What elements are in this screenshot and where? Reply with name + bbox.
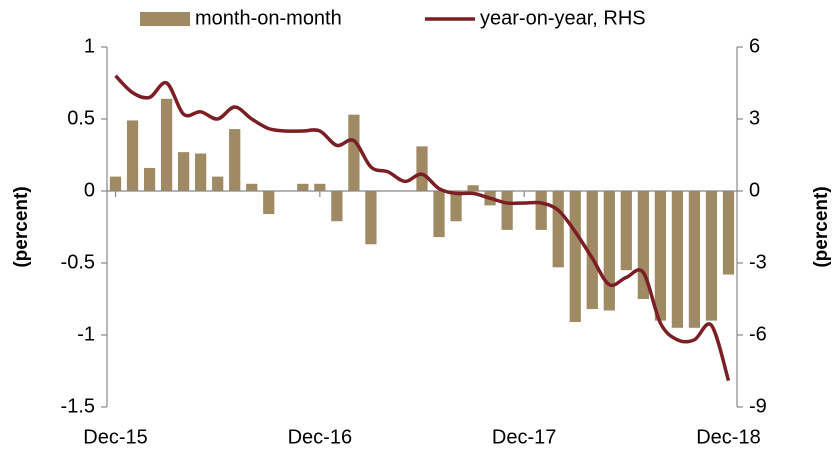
legend-label: month-on-month xyxy=(195,7,342,29)
bar xyxy=(365,191,377,245)
y2-tick-label: 6 xyxy=(749,35,760,57)
bar xyxy=(501,191,513,230)
bar xyxy=(535,191,547,230)
x-tick-label: Dec-18 xyxy=(696,426,760,448)
bar xyxy=(246,183,258,191)
bar xyxy=(450,191,462,222)
bar xyxy=(688,191,701,328)
bar xyxy=(654,191,666,321)
bar xyxy=(416,146,428,191)
legend-swatch xyxy=(140,12,190,26)
y2-axis-label: (percent) xyxy=(811,186,832,267)
bar xyxy=(671,191,684,328)
bar xyxy=(586,191,598,310)
bar xyxy=(126,120,139,191)
y2-tick-label: -9 xyxy=(749,395,767,417)
y2-tick-label: 0 xyxy=(749,179,760,201)
bar xyxy=(314,183,326,191)
y-tick-label: -0.5 xyxy=(61,251,95,273)
bar xyxy=(637,191,649,299)
bar xyxy=(109,176,122,191)
bar xyxy=(160,98,173,191)
bar xyxy=(143,167,156,191)
y2-tick-label: -6 xyxy=(749,323,767,345)
bar xyxy=(331,191,343,222)
x-tick-label: Dec-15 xyxy=(83,426,147,448)
bar xyxy=(552,191,564,268)
y2-tick-label: -3 xyxy=(749,251,767,273)
bar xyxy=(178,152,190,191)
y-tick-label: 1 xyxy=(84,35,95,57)
bar xyxy=(705,191,718,321)
y-tick-label: 0 xyxy=(84,179,95,201)
bar xyxy=(620,191,632,271)
bar xyxy=(229,129,241,191)
x-tick-label: Dec-16 xyxy=(288,426,352,448)
bar xyxy=(212,176,224,191)
y-tick-label: -1 xyxy=(77,323,95,345)
bar xyxy=(722,191,735,275)
bar xyxy=(297,183,309,191)
y2-tick-label: 3 xyxy=(749,107,760,129)
x-tick-label: Dec-17 xyxy=(492,426,556,448)
line xyxy=(114,74,731,382)
y-tick-label: -1.5 xyxy=(61,395,95,417)
bar xyxy=(569,191,581,323)
bar xyxy=(603,191,615,311)
bar xyxy=(467,185,479,191)
bar xyxy=(348,114,360,191)
legend-label: year-on-year, RHS xyxy=(480,7,646,29)
bar xyxy=(263,191,275,215)
y-axis-label: (percent) xyxy=(11,186,32,267)
bar xyxy=(195,153,207,191)
bar xyxy=(433,191,445,238)
y-tick-label: 0.5 xyxy=(67,107,95,129)
